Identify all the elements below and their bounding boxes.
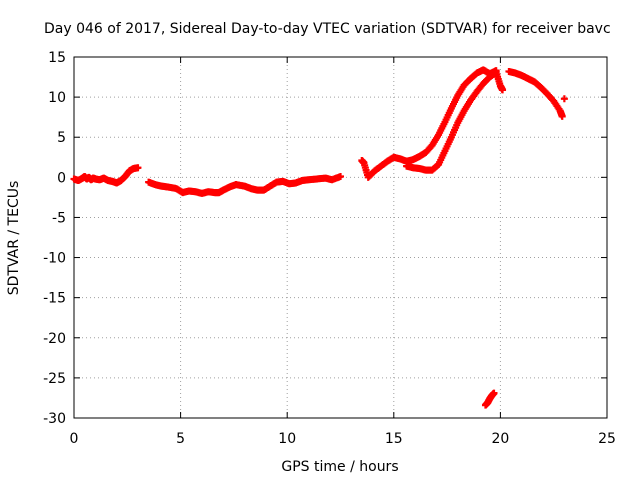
y-tick-label: -30: [43, 411, 66, 427]
data-point: [337, 173, 344, 181]
y-tick-label: -20: [43, 331, 66, 347]
y-tick-label: -10: [43, 251, 66, 267]
x-tick-label: 10: [278, 431, 296, 447]
data-point: [134, 164, 142, 172]
y-tick-label: 15: [48, 50, 66, 66]
x-tick-label: 5: [176, 431, 185, 447]
x-tick-label: 15: [385, 431, 403, 447]
x-axis-label: GPS time / hours: [281, 459, 398, 475]
data-points: [70, 66, 568, 409]
axis-ticks: 0 5 10 15 20 25 -30 -25 -20 -15 -10 -5 0 5 10 15: [43, 50, 616, 447]
y-tick-label: -25: [43, 371, 66, 387]
y-tick-label: 5: [57, 130, 66, 146]
data-point: [558, 112, 566, 120]
grid: [74, 57, 607, 418]
y-tick-label: -15: [43, 291, 66, 307]
chart-title: Day 046 of 2017, Sidereal Day-to-day VTE…: [44, 21, 611, 37]
x-tick-label: 20: [491, 431, 509, 447]
y-tick-label: -5: [52, 210, 66, 226]
y-tick-label: 10: [48, 90, 66, 106]
plot-frame: [73, 56, 608, 419]
data-point: [490, 389, 498, 397]
y-tick-label: 0: [57, 170, 66, 186]
x-tick-label: 25: [598, 431, 616, 447]
data-point: [499, 86, 507, 94]
data-point: [560, 95, 568, 103]
x-tick-label: 0: [70, 431, 79, 447]
y-axis-label: SDTVAR / TECUs: [6, 181, 22, 296]
